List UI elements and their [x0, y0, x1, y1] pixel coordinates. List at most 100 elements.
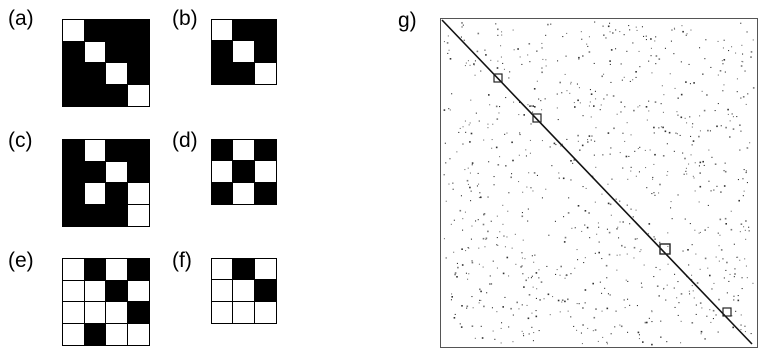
- plot-dot: [712, 309, 715, 312]
- plot-dot: [462, 143, 464, 145]
- plot-dot: [473, 64, 475, 66]
- plot-dot: [464, 211, 466, 213]
- plot-dot: [603, 34, 605, 36]
- plot-dot: [512, 314, 514, 316]
- plot-dot: [470, 99, 472, 101]
- plot-dot: [636, 238, 638, 240]
- plot-dot: [531, 275, 533, 277]
- plot-dot: [601, 75, 603, 78]
- plot-dot: [576, 249, 578, 251]
- plot-dot: [633, 257, 635, 259]
- plot-dot: [564, 236, 567, 239]
- plot-dot: [699, 115, 701, 117]
- plot-dot: [450, 223, 452, 225]
- plot-dot: [496, 67, 499, 69]
- plot-dot: [583, 262, 585, 264]
- plot-dot: [717, 74, 719, 76]
- plot-dot: [522, 239, 524, 241]
- plot-dot: [621, 244, 623, 247]
- plot-dot: [527, 220, 529, 222]
- plot-dot: [536, 50, 538, 52]
- plot-dot: [731, 315, 733, 317]
- plot-dot: [614, 326, 616, 328]
- plot-dot: [503, 235, 505, 237]
- plot-dot: [541, 71, 543, 74]
- plot-dot: [731, 113, 733, 115]
- plot-dot: [646, 187, 648, 189]
- plot-dot: [659, 269, 661, 271]
- plot-dot: [538, 269, 540, 271]
- plot-dot: [717, 103, 719, 105]
- plot-dot: [525, 279, 527, 282]
- plot-dot: [512, 29, 514, 31]
- plot-dot: [616, 254, 618, 256]
- plot-dot: [508, 275, 510, 277]
- plot-dot: [660, 103, 662, 105]
- plot-dot: [548, 234, 550, 236]
- plot-dot: [722, 258, 724, 260]
- plot-dot: [577, 205, 580, 207]
- plot-dot: [586, 226, 589, 229]
- plot-dot: [666, 284, 668, 286]
- plot-dot: [696, 282, 699, 284]
- plot-dot: [676, 133, 678, 135]
- plot-dot: [698, 232, 700, 234]
- plot-dot: [573, 102, 575, 104]
- plot-dot: [750, 51, 753, 53]
- plot-dot: [630, 134, 632, 136]
- plot-dot: [463, 39, 465, 41]
- plot-dot: [650, 38, 652, 40]
- plot-dot: [513, 49, 515, 51]
- plot-dot: [602, 154, 604, 156]
- plot-dot: [723, 84, 725, 86]
- plot-dot: [671, 218, 673, 220]
- plot-dot: [699, 47, 701, 49]
- plot-dot: [632, 79, 634, 81]
- plot-dot: [698, 201, 700, 203]
- matrix-b: [211, 19, 277, 85]
- plot-dot: [683, 173, 685, 175]
- plot-dot: [606, 307, 609, 310]
- plot-dot: [529, 139, 531, 141]
- plot-dot: [750, 56, 752, 58]
- plot-dot: [611, 178, 613, 180]
- plot-dot: [692, 140, 695, 142]
- plot-dot: [732, 116, 734, 118]
- plot-dot: [677, 114, 679, 116]
- matrix-cell: [233, 259, 255, 281]
- plot-dot: [710, 321, 712, 323]
- plot-dot: [674, 28, 676, 30]
- plot-dot: [734, 273, 736, 275]
- plot-dot: [533, 332, 535, 334]
- plot-dot: [595, 127, 597, 129]
- plot-dot: [564, 73, 566, 75]
- plot-dot: [467, 247, 469, 249]
- plot-dot: [750, 333, 752, 335]
- plot-dot: [533, 172, 536, 174]
- plot-dot: [480, 290, 482, 293]
- plot-dot: [481, 337, 484, 339]
- plot-dot: [690, 29, 692, 31]
- plot-dot: [664, 47, 666, 49]
- plot-dot: [716, 125, 718, 128]
- plot-dot: [735, 310, 737, 312]
- plot-dot: [686, 122, 688, 124]
- plot-dot: [461, 305, 463, 307]
- plot-dot: [620, 111, 622, 113]
- plot-dot: [480, 196, 482, 199]
- plot-dot: [628, 155, 630, 157]
- plot-dot: [526, 304, 528, 306]
- plot-dot: [629, 80, 631, 82]
- plot-dot: [540, 100, 542, 102]
- plot-dot: [719, 218, 722, 221]
- plot-dot: [638, 338, 640, 340]
- plot-dot: [570, 83, 572, 85]
- plot-dot: [698, 165, 700, 167]
- plot-dot: [711, 156, 713, 158]
- plot-dot: [475, 220, 477, 222]
- matrix-cell: [212, 62, 234, 84]
- plot-dot: [488, 161, 490, 163]
- matrix-cell: [127, 259, 149, 281]
- plot-dot: [698, 135, 700, 138]
- plot-dot: [521, 63, 523, 65]
